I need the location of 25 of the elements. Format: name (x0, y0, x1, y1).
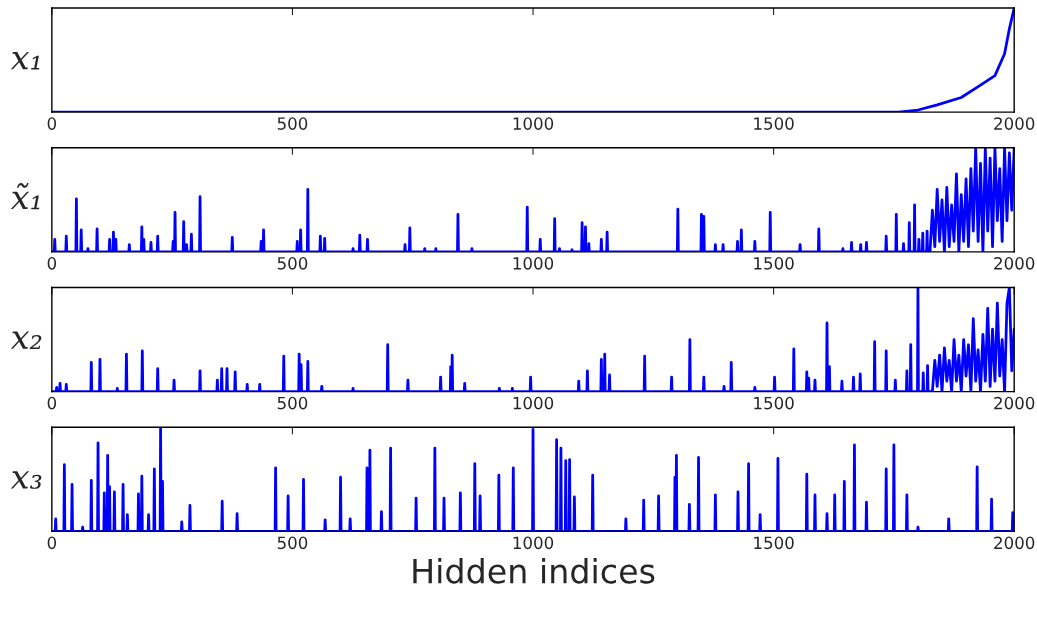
y-axis-title: x̃₁ (10, 183, 40, 210)
x-tick-label: 0 (47, 396, 57, 410)
x-tick-label: 1500 (754, 536, 794, 550)
x-tick-label: 1000 (513, 257, 554, 270)
y-axis-title: x₁ (10, 51, 40, 70)
x-tick-label: 2000 (994, 257, 1035, 270)
x-axis-title: Hidden indices (413, 557, 655, 584)
x-tick-label: 500 (277, 117, 308, 130)
x-tick-label: 1500 (754, 117, 794, 130)
x-tick-label: 0 (47, 536, 57, 550)
x-tick-label: 0 (47, 117, 57, 130)
x-tick-label: 1000 (513, 536, 554, 550)
y-axis-title: x₃ (10, 471, 42, 489)
x-tick-label: 500 (277, 257, 308, 270)
x-tick-label: 1000 (513, 396, 554, 410)
x-tick-label: 2000 (994, 396, 1035, 410)
x-tick-label: 1000 (513, 117, 554, 130)
x-tick-label: 1500 (754, 257, 794, 270)
x-tick-label: 1500 (754, 396, 794, 410)
x-tick-label: 2000 (994, 117, 1035, 130)
y-axis-title: x₂ (10, 331, 42, 349)
x-tick-label: 500 (277, 536, 308, 550)
x-tick-label: 0 (47, 257, 57, 270)
x-tick-label: 2000 (994, 536, 1035, 550)
x-tick-label: 500 (277, 396, 308, 410)
